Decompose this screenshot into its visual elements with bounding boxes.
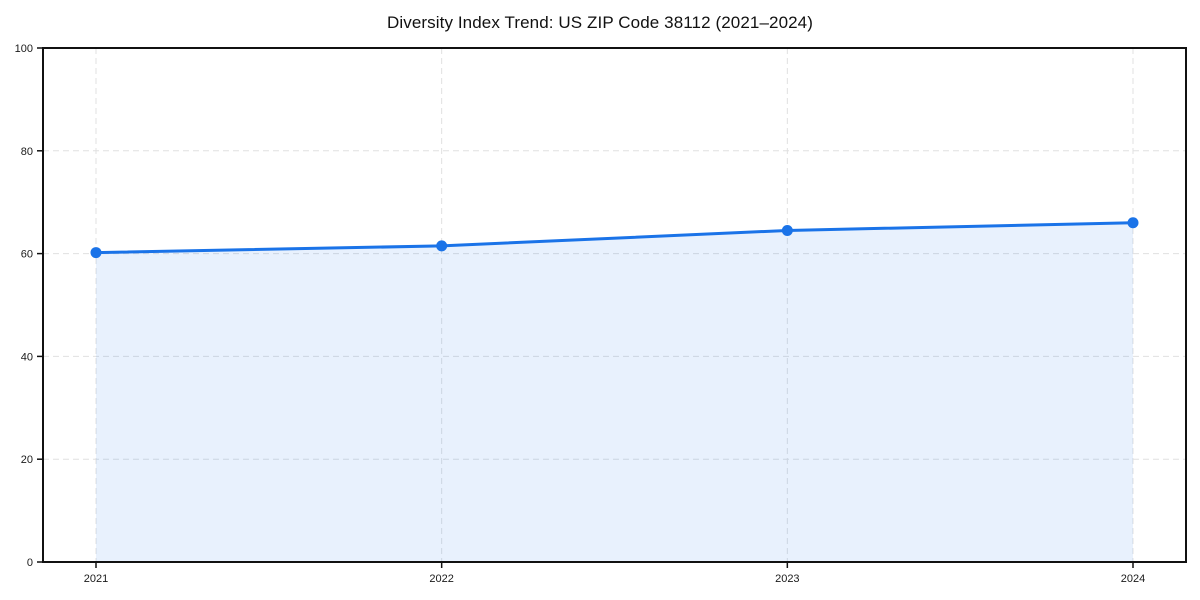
x-tick-label: 2024 (1121, 573, 1145, 585)
x-tick-label: 2023 (775, 573, 799, 585)
chart-title: Diversity Index Trend: US ZIP Code 38112… (386, 13, 814, 32)
area-fill (96, 222, 1133, 562)
y-tick-label: 0 (27, 557, 33, 569)
plot-border (42, 47, 1187, 563)
data-point-2024 (1127, 217, 1139, 229)
trend-line (94, 221, 1135, 255)
y-tick-label: 100 (15, 43, 33, 55)
data-point-2021 (90, 247, 102, 259)
y-tick-label: 60 (21, 249, 33, 261)
x-tick-label: 2021 (84, 573, 108, 585)
data-point-2023 (781, 224, 793, 236)
y-tick-label: 20 (21, 454, 33, 466)
x-tick-label: 2022 (429, 573, 453, 585)
y-tick-label: 80 (21, 146, 33, 158)
y-tick-label: 40 (21, 351, 33, 363)
data-point-2022 (436, 240, 448, 252)
